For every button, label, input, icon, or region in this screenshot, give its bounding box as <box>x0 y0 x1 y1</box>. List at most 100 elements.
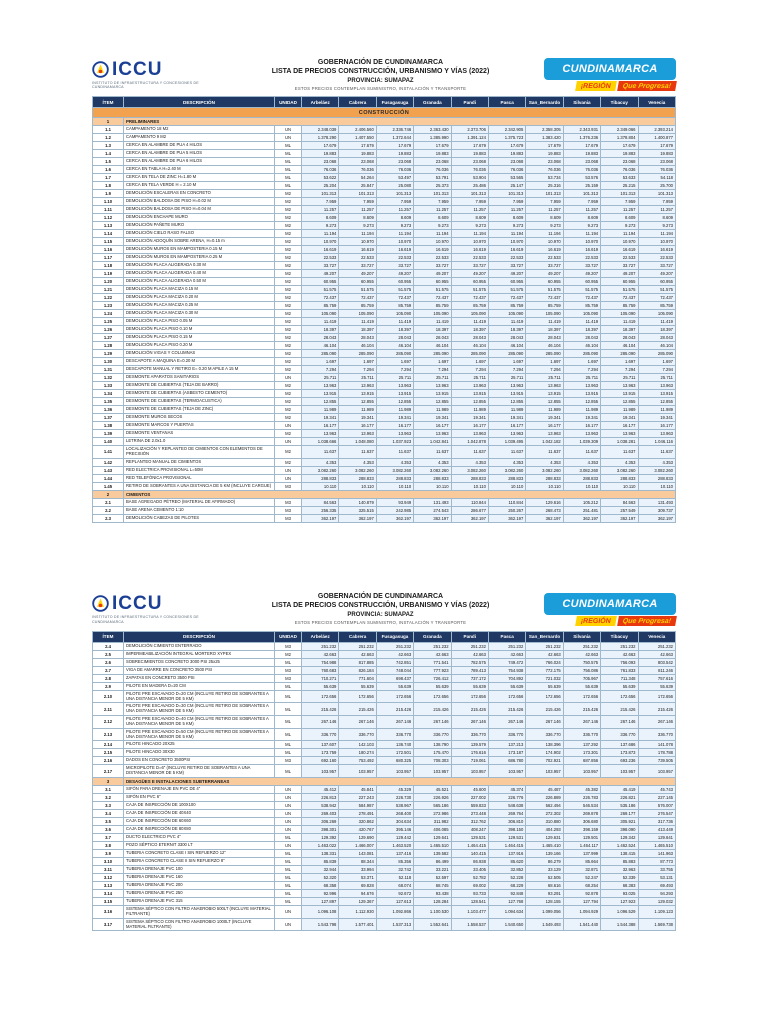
price-cell: 52.118 <box>375 873 415 883</box>
item-cell: 1.29 <box>92 349 124 359</box>
unit-cell: M2 <box>274 245 302 255</box>
item-cell: 1.13 <box>92 221 124 231</box>
price-cell: 285.090 <box>338 349 377 359</box>
unit-cell: ML <box>274 857 302 867</box>
price-cell: 13.963 <box>450 381 489 391</box>
price-cell: 46.104 <box>600 341 639 351</box>
price-cell: 51.575 <box>525 285 564 295</box>
column-header: Pasca <box>487 630 527 643</box>
price-cell: 704.892 <box>487 673 527 683</box>
price-cell: 811.246 <box>637 665 677 675</box>
price-cell: 172.656 <box>525 689 564 704</box>
price-cell: 11.257 <box>487 205 527 215</box>
price-cell: 317.736 <box>637 817 677 827</box>
price-cell: 3.082.260 <box>413 465 452 475</box>
description-cell: DESMONTE DE CUBIERTAS (ASBESTO CEMENTO) <box>123 389 275 399</box>
price-cell: 13.963 <box>562 381 602 391</box>
price-cell: 76.036 <box>375 165 415 175</box>
price-cell: 128.541 <box>450 897 489 907</box>
price-cell: 101.313 <box>637 189 677 199</box>
price-cell: 25.080 <box>375 181 415 191</box>
item-cell: 2.10 <box>92 689 124 704</box>
column-header: DESCRIPCIÓN <box>123 96 275 108</box>
price-cell: 251.232 <box>300 641 340 651</box>
price-cell: 288.833 <box>637 473 677 483</box>
price-cell: 708.303 <box>413 756 452 766</box>
price-cell: 285.090 <box>637 349 677 359</box>
price-cell: 538.967 <box>375 801 415 811</box>
price-cell: 267.146 <box>600 715 639 729</box>
unit-cell: ML <box>274 897 302 907</box>
price-cell: 305.921 <box>600 817 639 827</box>
price-cell: 584.987 <box>338 801 377 811</box>
price-cell: 803.542 <box>637 657 677 667</box>
price-cell: 42.663 <box>413 649 452 659</box>
price-cell: 19.341 <box>338 413 377 423</box>
description-cell: DEMOLICIÓN MUROS EN MAMPOSTERIA 0.15 M <box>123 245 275 255</box>
price-cell: 10.970 <box>562 237 602 247</box>
unit-cell: M2 <box>274 309 302 319</box>
table-row: 1.20 DEMOLICIÓN PLACA ALIGERADA 0.50 M M2 6… <box>92 277 677 287</box>
slogan-badge: Que Progresa! <box>616 81 677 91</box>
price-cell: 127.768 <box>487 897 527 907</box>
price-cell: 85.759 <box>450 301 489 311</box>
price-cell: 13.915 <box>637 389 677 399</box>
price-cell: 46.104 <box>375 341 415 351</box>
price-cell: 215.426 <box>525 702 564 717</box>
unit-cell: M3 <box>274 505 302 515</box>
price-cell: 19.883 <box>525 149 564 159</box>
price-cell: 772.175 <box>525 665 564 675</box>
price-cell: 2.393.214 <box>637 125 677 135</box>
price-cell: 93.949 <box>375 497 415 507</box>
column-header: Silvania <box>562 96 602 108</box>
price-cell: 33.727 <box>600 261 639 271</box>
price-cell: 52.505 <box>525 873 564 883</box>
price-cell: 49.207 <box>562 269 602 279</box>
price-cell: 408.247 <box>450 825 489 835</box>
price-cell: 362.197 <box>375 513 415 523</box>
price-cell: 129.641 <box>637 833 677 843</box>
price-cell: 242.985 <box>375 505 415 515</box>
price-cell: 227.243 <box>338 793 377 803</box>
unit-cell: ML <box>274 157 302 167</box>
price-cell: 42.663 <box>300 649 340 659</box>
price-cell: 49.207 <box>637 269 677 279</box>
description-cell: DADOS EN CONCRETO 3500PSI <box>123 756 275 766</box>
price-cell: 13.963 <box>375 381 415 391</box>
description-cell: PILOTE PRE EXCAVADO D=40 CM (INCLUYE RET… <box>123 715 275 729</box>
price-cell: 3.082.260 <box>525 465 564 475</box>
item-cell: 1.17 <box>92 253 124 263</box>
price-cell: 175.470 <box>413 748 452 758</box>
price-cell: 7.294 <box>375 365 415 375</box>
item-cell: 1.40 <box>92 437 124 447</box>
price-cell: 172.501 <box>375 748 415 758</box>
price-cell: 53.576 <box>562 173 602 183</box>
table-row: 1.30 DESCAPOTE A MAQUINA E=0.20 M M2 1.697 1… <box>92 357 677 367</box>
price-cell: 251.232 <box>525 641 564 651</box>
price-cell: 19.341 <box>637 413 677 423</box>
description-cell: PILOTE PRE EXCAVADO D=20 CM (INCLUYE RET… <box>123 689 275 704</box>
price-cell: 22.533 <box>562 253 602 263</box>
item-cell: 3.8 <box>92 841 124 851</box>
price-cell: 7.294 <box>413 365 452 375</box>
price-cell: 69.002 <box>450 881 489 891</box>
description-cell: DEMOLICIÓN CABEZAS DE PILOTES <box>123 513 275 523</box>
table-row: 2.13 PILOTE PRE EXCAVADO D=50 CM (INCLUYE… <box>92 727 677 742</box>
price-cell: 127.923 <box>600 897 639 907</box>
price-cell: 16.619 <box>300 245 340 255</box>
price-cell: 129.501 <box>562 833 602 843</box>
item-cell: 2.8 <box>92 673 124 683</box>
table-row: 1.6 CERCA EN TABLA H=2.40 M ML 76.036 76.036… <box>92 165 677 175</box>
unit-cell: ML <box>274 833 302 843</box>
price-cell: 757.616 <box>637 673 677 683</box>
price-cell: 49.207 <box>487 269 527 279</box>
price-cell: 1.109.123 <box>637 905 677 919</box>
price-cell: 1.378.804 <box>600 133 639 143</box>
item-cell: 1.45 <box>92 481 124 491</box>
unit-cell: M2 <box>274 365 302 375</box>
price-cell: 42.663 <box>338 649 377 659</box>
item-cell: 1.9 <box>92 189 124 199</box>
price-cell: 136.740 <box>375 740 415 750</box>
price-cell: 13.963 <box>413 429 452 439</box>
price-cell: 25.147 <box>487 181 527 191</box>
